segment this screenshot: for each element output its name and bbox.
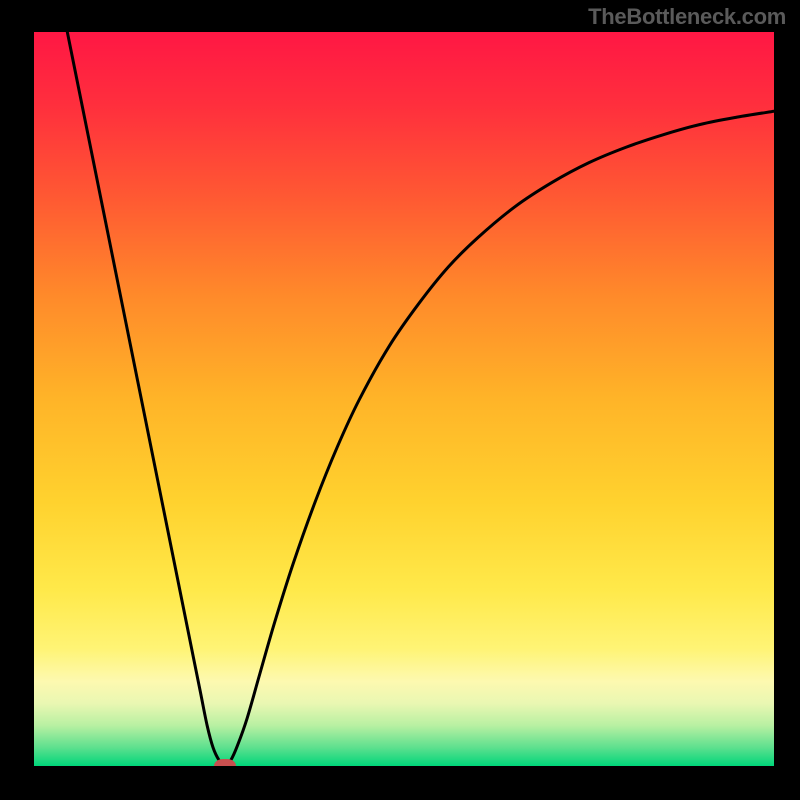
plot-area	[34, 32, 774, 766]
min-marker	[214, 759, 236, 766]
curve-layer	[34, 32, 774, 766]
bottleneck-curve	[67, 32, 774, 766]
watermark-text: TheBottleneck.com	[588, 4, 786, 30]
